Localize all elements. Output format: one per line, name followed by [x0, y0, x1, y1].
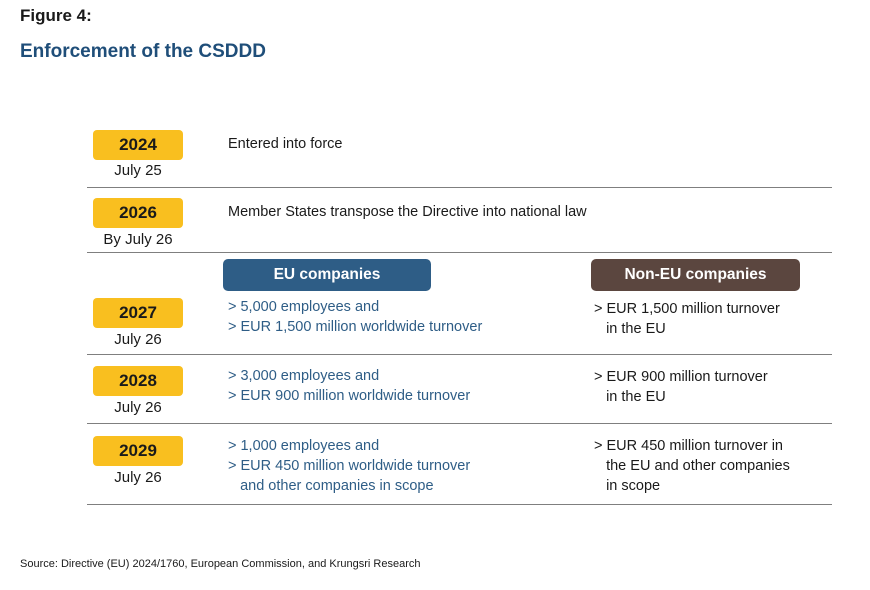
eu-companies-header: EU companies	[223, 259, 431, 291]
year-badge-2028: 2028	[93, 366, 183, 396]
non-eu-criteria-2027: > EUR 1,500 million turnover in the EU	[594, 301, 780, 337]
row-divider	[87, 187, 832, 188]
eu-criteria-2029: > 1,000 employees and > EUR 450 million …	[228, 438, 471, 494]
year-date-2027: July 26	[114, 331, 162, 348]
row-divider	[87, 504, 832, 505]
non-eu-companies-header: Non-EU companies	[591, 259, 800, 291]
non-eu-criteria-2029: > EUR 450 million turnover in the EU and…	[594, 438, 790, 494]
eu-criteria-2027: > 5,000 employees and > EUR 1,500 millio…	[228, 299, 483, 335]
figure-title: Enforcement of the CSDDD	[20, 41, 266, 62]
event-text-2024: Entered into force	[228, 136, 343, 152]
year-badge-2029: 2029	[93, 436, 183, 466]
row-divider	[87, 423, 832, 424]
year-badge-2026: 2026	[93, 198, 183, 228]
year-date-2024: July 25	[114, 162, 162, 179]
eu-criteria-2028: > 3,000 employees and > EUR 900 million …	[228, 368, 471, 404]
year-date-2028: July 26	[114, 399, 162, 416]
row-divider	[87, 354, 832, 355]
year-date-2029: July 26	[114, 469, 162, 486]
non-eu-criteria-2028: > EUR 900 million turnover in the EU	[594, 369, 768, 405]
year-date-2026: By July 26	[103, 231, 173, 248]
event-text-2026: Member States transpose the Directive in…	[228, 204, 587, 220]
year-badge-2024: 2024	[93, 130, 183, 160]
source-note: Source: Directive (EU) 2024/1760, Europe…	[20, 558, 421, 570]
row-divider	[87, 252, 832, 253]
year-badge-2027: 2027	[93, 298, 183, 328]
figure-label: Figure 4:	[20, 6, 92, 25]
